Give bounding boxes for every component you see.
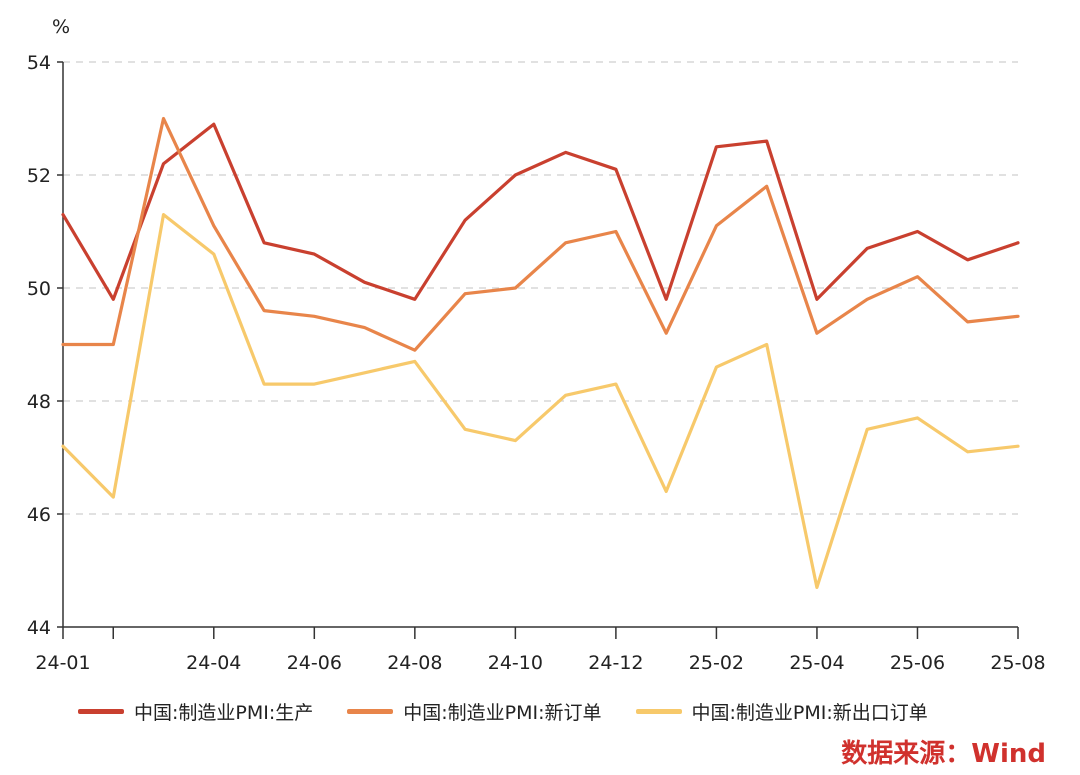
series-lines — [61, 116, 1020, 590]
y-axis-ticks: 44 46 48 50 52 54 — [27, 52, 63, 639]
x-tick-label-24-10: 24-10 — [488, 652, 543, 674]
x-tick-label-24-12: 24-12 — [588, 652, 643, 674]
legend-label-production: 中国:制造业PMI:生产 — [134, 702, 314, 724]
y-tick-label-52: 52 — [27, 165, 51, 187]
legend-swatch-production — [78, 709, 124, 714]
x-axis-ticks: 24-01 24-04 24-06 24-08 24-10 24-12 25-02 25-04… — [35, 627, 1046, 674]
legend: 中国:制造业PMI:生产 中国:制造业PMI:新订单 中国:制造业PMI:新出口… — [78, 698, 928, 725]
x-tick-label-25-04: 25-04 — [789, 652, 844, 674]
series-line-new-orders — [61, 116, 1020, 352]
x-tick-label-25-08: 25-08 — [990, 652, 1045, 674]
x-tick-label-24-04: 24-04 — [186, 652, 241, 674]
x-tick-label-25-06: 25-06 — [890, 652, 945, 674]
x-tick-label-24-06: 24-06 — [287, 652, 342, 674]
legend-label-new-export-orders: 中国:制造业PMI:新出口订单 — [691, 702, 928, 724]
y-tick-label-50: 50 — [27, 278, 51, 300]
legend-item-new-orders: 中国:制造业PMI:新订单 — [347, 698, 602, 725]
y-tick-label-54: 54 — [27, 52, 51, 74]
data-source: 数据来源：Wind — [841, 739, 1046, 769]
x-tick-label-24-01: 24-01 — [35, 652, 90, 674]
legend-item-production: 中国:制造业PMI:生产 — [78, 698, 313, 725]
y-tick-label-44: 44 — [27, 617, 51, 639]
x-tick-label-25-02: 25-02 — [689, 652, 744, 674]
grid-lines — [63, 61, 1018, 515]
legend-item-new-export-orders: 中国:制造业PMI:新出口订单 — [635, 698, 928, 725]
legend-swatch-new-export-orders — [635, 709, 682, 714]
legend-label-new-orders: 中国:制造业PMI:新订单 — [403, 702, 602, 724]
axes — [62, 62, 1018, 628]
x-tick-label-24-08: 24-08 — [387, 652, 442, 674]
y-axis-unit: % — [52, 16, 70, 38]
legend-swatch-new-orders — [347, 709, 394, 714]
y-tick-label-48: 48 — [27, 391, 51, 413]
y-tick-label-46: 46 — [27, 504, 51, 526]
series-line-new-export-orders — [61, 213, 1020, 590]
series-line-production — [61, 122, 1020, 301]
